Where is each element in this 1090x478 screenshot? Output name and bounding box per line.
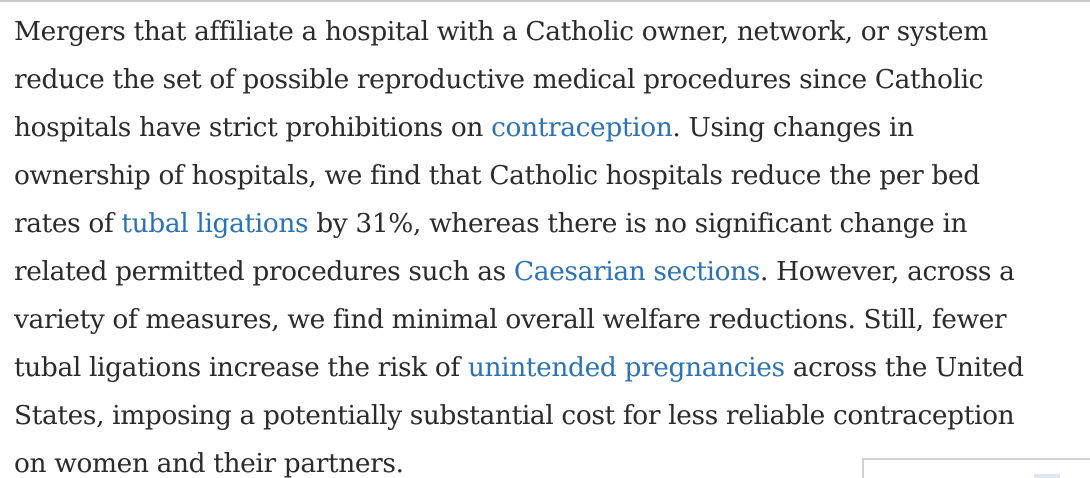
link-caesarian-sections[interactable]: Caesarian sections (513, 256, 761, 287)
abstract-text: hospitals have strict prohibitions on (14, 112, 492, 143)
abstract-line: reduce the set of possible reproductive … (14, 56, 1084, 104)
abstract-text: States, imposing a potentially substanti… (14, 400, 1015, 431)
abstract-line: States, imposing a potentially substanti… (14, 392, 1084, 440)
abstract-line: tubal ligations increase the risk of uni… (14, 344, 1084, 392)
abstract-text: on women and their partners. (14, 448, 404, 478)
link-contraception[interactable]: contraception (491, 112, 673, 143)
abstract-line: variety of measures, we find minimal ove… (14, 296, 1084, 344)
abstract-paragraph: Mergers that affiliate a hospital with a… (14, 8, 1084, 478)
link-tubal-ligations[interactable]: tubal ligations (121, 208, 309, 239)
abstract-text: variety of measures, we find minimal ove… (14, 304, 1007, 335)
abstract-line: Mergers that affiliate a hospital with a… (14, 8, 1084, 56)
link-unintended-pregnancies[interactable]: unintended pregnancies (467, 352, 785, 383)
abstract-text: . Using changes in (672, 112, 914, 143)
abstract-text: Mergers that affiliate a hospital with a… (14, 16, 988, 47)
abstract-text: reduce the set of possible reproductive … (14, 64, 984, 95)
abstract-line: hospitals have strict prohibitions on co… (14, 104, 1084, 152)
abstract-text: across the United (784, 352, 1024, 383)
abstract-text: by 31%, whereas there is no significant … (308, 208, 968, 239)
corner-panel (862, 458, 1090, 478)
abstract-line: related permitted procedures such as Cae… (14, 248, 1084, 296)
abstract-text: rates of (14, 208, 122, 239)
abstract-text: . However, across a (760, 256, 1015, 287)
corner-icon (1034, 474, 1060, 478)
abstract-text: related permitted procedures such as (14, 256, 514, 287)
abstract-text: tubal ligations increase the risk of (14, 352, 468, 383)
abstract-line: ownership of hospitals, we find that Cat… (14, 152, 1084, 200)
top-divider (0, 0, 1090, 2)
abstract-text: ownership of hospitals, we find that Cat… (14, 160, 980, 191)
abstract-line: rates of tubal ligations by 31%, whereas… (14, 200, 1084, 248)
abstract-line: on women and their partners. (14, 440, 1084, 478)
